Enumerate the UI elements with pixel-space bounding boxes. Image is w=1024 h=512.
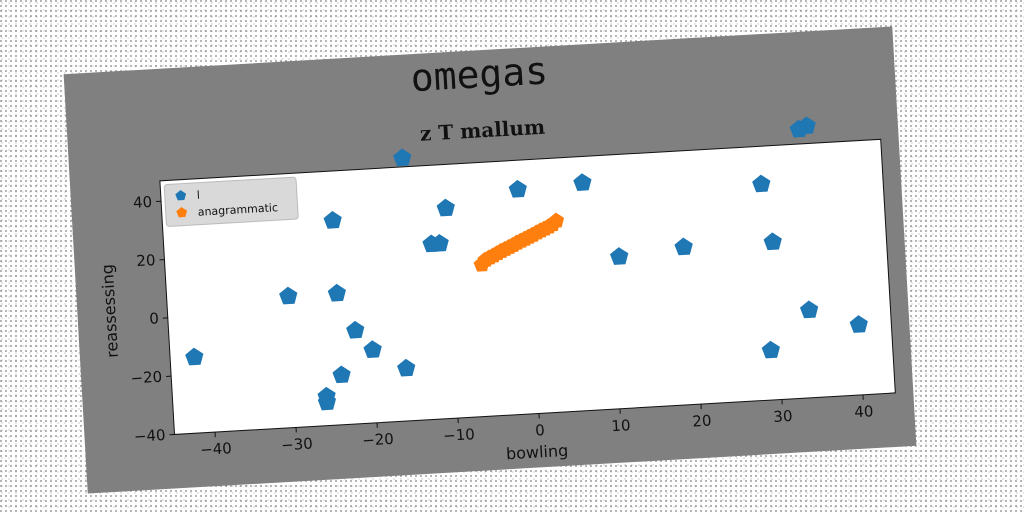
data-point-l: [609, 247, 629, 265]
legend-label: anagrammatic: [197, 201, 278, 219]
data-point-l: [185, 347, 204, 366]
x-tick-label: −20: [362, 430, 395, 450]
data-point-l: [393, 148, 412, 167]
data-point-l: [436, 198, 455, 217]
data-point-l: [279, 286, 298, 305]
data-point-l: [430, 234, 449, 252]
x-axis-label: bowling: [506, 441, 569, 464]
y-tick-label: −40: [133, 426, 166, 446]
x-tick-label: 20: [692, 412, 712, 431]
data-point-l: [327, 283, 346, 302]
x-tick-label: −40: [200, 439, 233, 459]
legend-label: l: [196, 189, 200, 202]
data-point-l: [763, 232, 782, 251]
data-point-l: [346, 320, 365, 339]
y-tick-label: 20: [136, 251, 156, 270]
y-tick-label: 40: [133, 193, 153, 212]
x-tick-label: 30: [773, 407, 793, 426]
data-point-l: [849, 315, 868, 333]
y-tick-label: −20: [130, 368, 163, 388]
y-axis-label: reassessing: [98, 264, 122, 359]
data-point-l: [573, 173, 592, 191]
data-point-l: [797, 116, 816, 135]
plot-area: [159, 138, 896, 435]
data-point-l: [317, 392, 337, 411]
legend-marker: [176, 207, 188, 218]
data-point-l: [332, 365, 351, 384]
legend-box: [163, 176, 299, 227]
data-point-l: [799, 300, 819, 319]
y-tick-label: 0: [149, 309, 160, 328]
data-point-l: [508, 179, 527, 198]
x-tick-label: 10: [611, 416, 631, 435]
x-tick-label: −10: [443, 425, 476, 445]
x-tick-label: 0: [535, 421, 546, 440]
scatter-chart: −40 −30 −20 −10 0 10 20 30 40 −40 −20 0 20 40 bowling r…: [98, 116, 896, 464]
data-point-l: [363, 340, 382, 359]
figure-canvas: omegas z T mallum −40 −30 −20 −10 0 10 20 30 40−…: [63, 26, 917, 494]
data-point-l: [323, 210, 342, 229]
data-point-l: [397, 358, 416, 377]
data-point-l: [752, 174, 771, 193]
data-point-l: [674, 237, 693, 256]
x-tick-label: 40: [854, 402, 874, 421]
x-tick-label: −30: [281, 435, 314, 455]
data-point-anagrammatic: [548, 212, 565, 228]
legend-marker: [175, 190, 187, 201]
data-point-l: [761, 340, 780, 359]
